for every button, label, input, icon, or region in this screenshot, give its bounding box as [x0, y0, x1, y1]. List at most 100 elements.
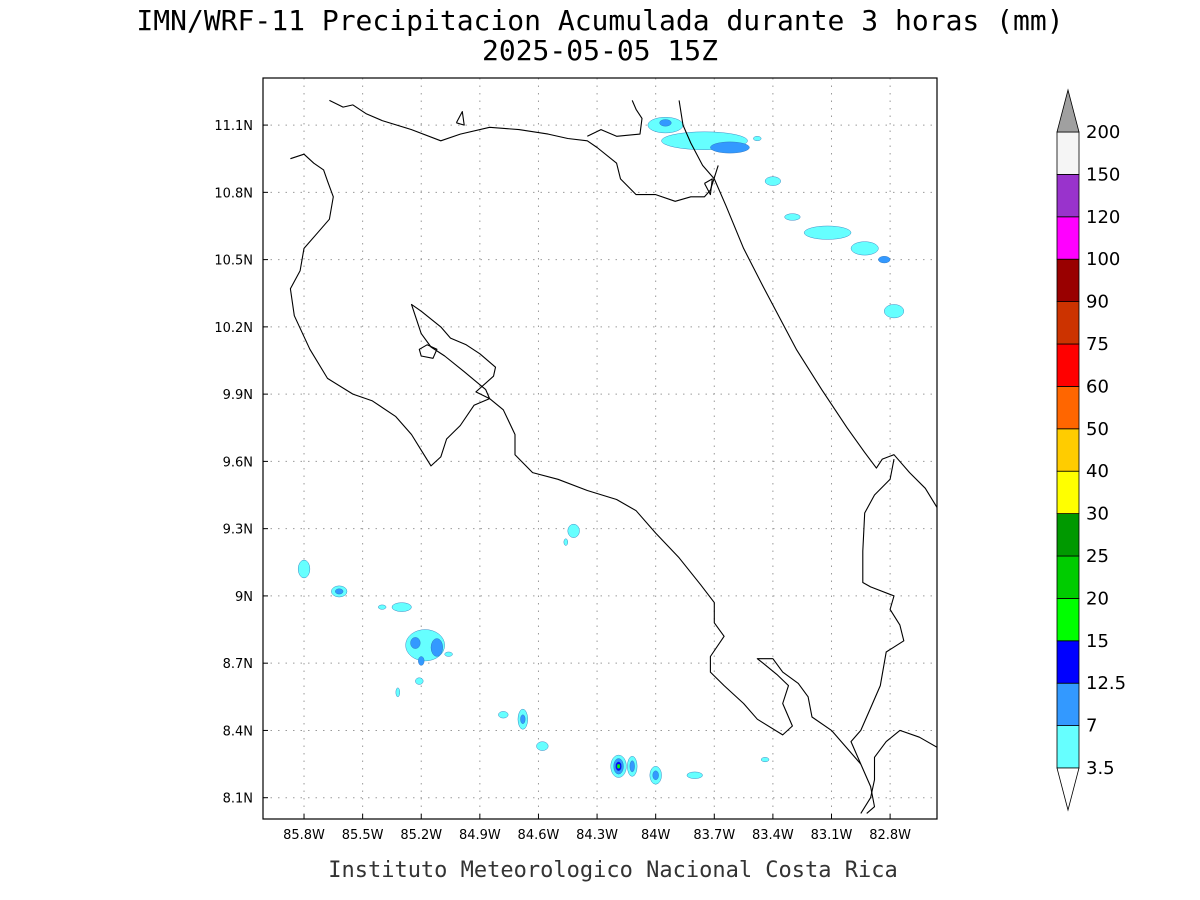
- colorbar-bin: [1056, 131, 1080, 175]
- precip-cell: [760, 757, 770, 763]
- lat-tick-label: 10.5N: [214, 254, 253, 269]
- colorbar-label: 200: [1086, 122, 1120, 143]
- precip-cell: [378, 604, 387, 610]
- colorbar-bin: [1056, 640, 1080, 684]
- precip-cell: [335, 588, 344, 595]
- coastline: [455, 111, 465, 126]
- colorbar-bin: [1056, 216, 1080, 260]
- precip-cell: [686, 771, 703, 779]
- lon-tick-label: 83.1W: [811, 828, 853, 843]
- precip-cell: [430, 638, 443, 657]
- precip-cell: [297, 559, 311, 579]
- lon-tick-label: 83.7W: [693, 828, 735, 843]
- precip-cell: [563, 538, 568, 546]
- colorbar-max-arrow: [1056, 88, 1080, 133]
- colorbar-label: 90: [1086, 292, 1109, 313]
- precip-cell: [410, 637, 421, 649]
- lon-tick-label: 84.6W: [518, 828, 560, 843]
- coastline: [678, 100, 937, 509]
- precip-cell: [415, 677, 424, 685]
- lat-tick-label: 8.7N: [223, 657, 253, 672]
- colorbar-bin: [1056, 301, 1080, 345]
- colorbar-label: 150: [1086, 164, 1120, 185]
- coastline: [704, 178, 713, 196]
- precip-cell: [764, 176, 781, 186]
- colorbar-label: 15: [1086, 631, 1109, 652]
- precip-cell: [444, 651, 453, 657]
- precip-cell: [567, 523, 580, 538]
- colorbar-bin: [1056, 343, 1080, 387]
- lon-tick-label: 85.2W: [400, 828, 442, 843]
- colorbar-label: 7: [1086, 716, 1097, 737]
- lat-tick-label: 8.1N: [223, 792, 253, 807]
- colorbar-label: 3.5: [1086, 758, 1115, 779]
- map-background: [263, 78, 937, 819]
- lon-tick-label: 84.3W: [576, 828, 618, 843]
- coastline: [329, 99, 719, 202]
- colorbar-min-arrow: [1056, 767, 1080, 812]
- colorbar-label: 60: [1086, 376, 1109, 397]
- colorbar-legend: 3.5 7 12.5 15 20 25 30 40 50 60 75 90 100 120 150 200: [1056, 88, 1126, 812]
- longitude-axis: 85.8W 85.5W 85.2W 84.9W 84.6W 84.3W 84W 83.7W 83…: [283, 814, 911, 843]
- lon-tick-label: 83.4W: [752, 828, 794, 843]
- map-subtitle: 2025-05-05 15Z: [482, 34, 718, 67]
- lon-tick-label: 84W: [641, 828, 671, 843]
- colorbar-label: 40: [1086, 461, 1109, 482]
- colorbar-label: 120: [1086, 207, 1120, 228]
- precip-cell: [395, 687, 400, 698]
- precip-cell: [536, 741, 549, 751]
- colorbar-bin: [1056, 725, 1080, 769]
- lon-tick-label: 85.5W: [342, 828, 384, 843]
- map-frame: [262, 77, 938, 820]
- lat-tick-label: 10.8N: [214, 186, 253, 201]
- colorbar-label: 20: [1086, 588, 1109, 609]
- precip-cell: [418, 656, 425, 666]
- lat-tick-label: 9.6N: [223, 455, 253, 470]
- lon-tick-label: 82.8W: [869, 828, 911, 843]
- lat-tick-label: 9.9N: [223, 388, 253, 403]
- precip-cell: [659, 119, 672, 127]
- colorbar-label: 30: [1086, 504, 1109, 525]
- precip-cell: [520, 714, 526, 724]
- precip-cell: [878, 256, 891, 264]
- colorbar-bin: [1056, 470, 1080, 515]
- lat-tick-label: 8.4N: [223, 724, 253, 739]
- colorbar-bin: [1056, 385, 1080, 430]
- precip-cell: [803, 225, 852, 240]
- coastline-layer: [289, 99, 937, 814]
- lat-tick-label: 10.2N: [214, 321, 253, 336]
- precip-cell: [710, 141, 750, 154]
- precip-cell: [784, 213, 801, 221]
- coastline: [418, 344, 438, 359]
- precip-cell: [753, 136, 762, 141]
- colorbar-bin: [1056, 598, 1080, 642]
- colorbar-bin: [1056, 428, 1080, 472]
- lat-tick-label: 9.3N: [223, 523, 253, 538]
- precip-cell: [850, 241, 879, 256]
- colorbar-label: 100: [1086, 249, 1120, 270]
- precip-cell: [498, 711, 509, 719]
- coastline: [289, 153, 862, 765]
- colorbar-bin: [1056, 173, 1080, 218]
- footer-credit: Instituto Meteorologico Nacional Costa R…: [328, 858, 898, 883]
- colorbar-bin: [1056, 258, 1080, 303]
- colorbar-bin: [1056, 682, 1080, 727]
- colorbar-bin: [1056, 555, 1080, 599]
- map-title: IMN/WRF-11 Precipitacion Acumulada duran…: [136, 4, 1063, 37]
- lon-tick-label: 84.9W: [459, 828, 501, 843]
- colorbar-label: 25: [1086, 546, 1109, 567]
- lat-tick-label: 9N: [235, 590, 253, 605]
- lon-tick-label: 85.8W: [283, 828, 325, 843]
- precip-cell: [652, 770, 659, 780]
- coastline: [860, 729, 937, 814]
- precip-cell: [884, 304, 904, 319]
- colorbar-label: 75: [1086, 334, 1109, 355]
- colorbar-bin: [1056, 513, 1080, 557]
- precip-cell: [391, 602, 412, 612]
- precip-cell: [629, 760, 635, 773]
- colorbar-label: 12.5: [1086, 673, 1126, 694]
- precip-cell: [616, 763, 621, 769]
- coastline: [850, 458, 905, 814]
- lat-tick-label: 11.1N: [214, 119, 253, 134]
